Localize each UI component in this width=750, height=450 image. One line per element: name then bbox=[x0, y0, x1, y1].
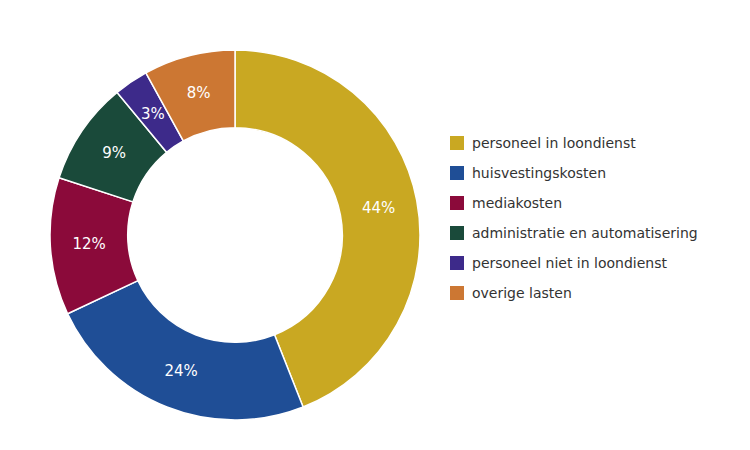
svg-text:44%: 44% bbox=[362, 199, 395, 217]
svg-text:12%: 12% bbox=[72, 235, 105, 253]
svg-text:8%: 8% bbox=[187, 84, 211, 102]
svg-text:24%: 24% bbox=[165, 362, 198, 380]
svg-text:9%: 9% bbox=[102, 144, 126, 162]
html-text:mediakosten: mediakosten bbox=[472, 195, 563, 211]
html-text:overige lasten: overige lasten bbox=[472, 285, 572, 301]
html-text:huisvestingskosten: huisvestingskosten bbox=[472, 165, 606, 181]
html-text:personeel in loondienst: personeel in loondienst bbox=[472, 135, 636, 151]
html-text:personeel niet in loondienst: personeel niet in loondienst bbox=[472, 255, 667, 271]
html-text:administratie en automatiserin: administratie en automatisering bbox=[472, 225, 698, 241]
svg-text:3%: 3% bbox=[141, 105, 165, 123]
